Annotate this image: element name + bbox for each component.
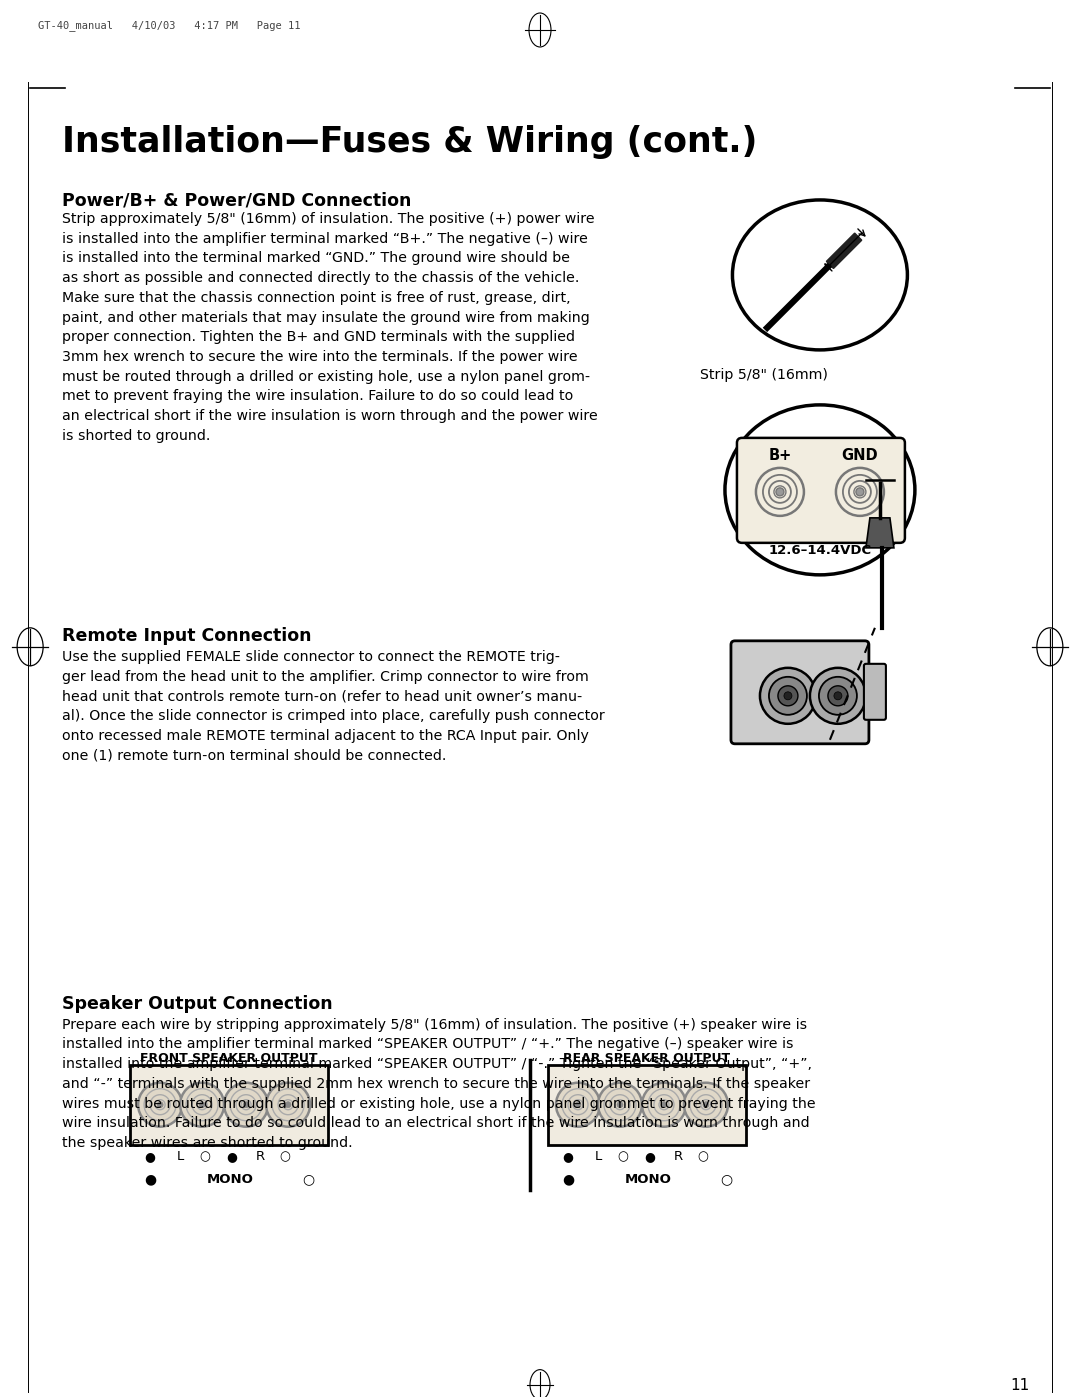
Circle shape <box>157 1102 163 1108</box>
Text: B+: B+ <box>768 448 792 462</box>
Text: ○: ○ <box>302 1172 314 1186</box>
Circle shape <box>810 668 866 724</box>
Circle shape <box>224 1083 268 1127</box>
Text: Use the supplied FEMALE slide connector to connect the REMOTE trig-
ger lead fro: Use the supplied FEMALE slide connector … <box>63 650 605 763</box>
Text: ○: ○ <box>720 1172 732 1186</box>
Text: ○: ○ <box>618 1150 629 1164</box>
FancyBboxPatch shape <box>731 641 869 743</box>
Text: MONO: MONO <box>624 1173 672 1186</box>
Circle shape <box>180 1083 224 1127</box>
Text: GT-40_manual   4/10/03   4:17 PM   Page 11: GT-40_manual 4/10/03 4:17 PM Page 11 <box>38 20 300 31</box>
Text: ●: ● <box>562 1172 575 1186</box>
Text: Strip 5/8" (16mm): Strip 5/8" (16mm) <box>700 367 828 381</box>
Circle shape <box>617 1102 623 1108</box>
Text: ●: ● <box>645 1150 656 1164</box>
Text: 12.6–14.4VDC: 12.6–14.4VDC <box>768 543 872 557</box>
Text: Remote Input Connection: Remote Input Connection <box>63 627 312 645</box>
Text: Speaker Output Connection: Speaker Output Connection <box>63 995 333 1013</box>
Circle shape <box>243 1102 249 1108</box>
Text: Strip approximately 5/8" (16mm) of insulation. The positive (+) power wire
is in: Strip approximately 5/8" (16mm) of insul… <box>63 212 598 443</box>
Circle shape <box>819 676 856 715</box>
Text: ○: ○ <box>200 1150 211 1164</box>
Circle shape <box>138 1083 183 1127</box>
Text: Installation—Fuses & Wiring (cont.): Installation—Fuses & Wiring (cont.) <box>63 124 757 159</box>
Circle shape <box>642 1083 686 1127</box>
Text: ○: ○ <box>280 1150 291 1164</box>
Polygon shape <box>826 233 862 268</box>
Text: FRONT SPEAKER OUTPUT: FRONT SPEAKER OUTPUT <box>140 1052 318 1065</box>
Circle shape <box>769 676 807 715</box>
Text: ○: ○ <box>698 1150 708 1164</box>
Text: ●: ● <box>144 1172 157 1186</box>
Circle shape <box>199 1102 205 1108</box>
Text: L: L <box>594 1150 602 1164</box>
Circle shape <box>828 686 848 705</box>
Text: ●: ● <box>145 1150 156 1164</box>
Circle shape <box>778 686 798 705</box>
Circle shape <box>285 1102 292 1108</box>
Text: ●: ● <box>227 1150 238 1164</box>
Text: MONO: MONO <box>206 1173 254 1186</box>
Bar <box>130 1065 328 1144</box>
Circle shape <box>784 692 792 700</box>
Circle shape <box>575 1102 581 1108</box>
Circle shape <box>684 1083 728 1127</box>
Text: Power/B+ & Power/GND Connection: Power/B+ & Power/GND Connection <box>63 191 411 210</box>
Circle shape <box>703 1102 708 1108</box>
Text: Prepare each wire by stripping approximately 5/8" (16mm) of insulation. The posi: Prepare each wire by stripping approxima… <box>63 1018 815 1150</box>
Text: R: R <box>256 1150 265 1164</box>
FancyBboxPatch shape <box>737 437 905 543</box>
Circle shape <box>760 668 815 724</box>
Text: L: L <box>176 1150 184 1164</box>
Circle shape <box>266 1083 310 1127</box>
Circle shape <box>598 1083 642 1127</box>
Text: REAR SPEAKER OUTPUT: REAR SPEAKER OUTPUT <box>564 1052 730 1065</box>
Circle shape <box>775 488 784 496</box>
Circle shape <box>856 488 864 496</box>
Text: GND: GND <box>841 448 878 462</box>
Text: R: R <box>674 1150 683 1164</box>
Circle shape <box>834 692 842 700</box>
Circle shape <box>661 1102 667 1108</box>
FancyBboxPatch shape <box>864 664 886 719</box>
Polygon shape <box>866 518 894 548</box>
Text: ●: ● <box>563 1150 573 1164</box>
Circle shape <box>556 1083 600 1127</box>
Text: 11: 11 <box>1010 1377 1029 1393</box>
Bar <box>548 1065 746 1144</box>
